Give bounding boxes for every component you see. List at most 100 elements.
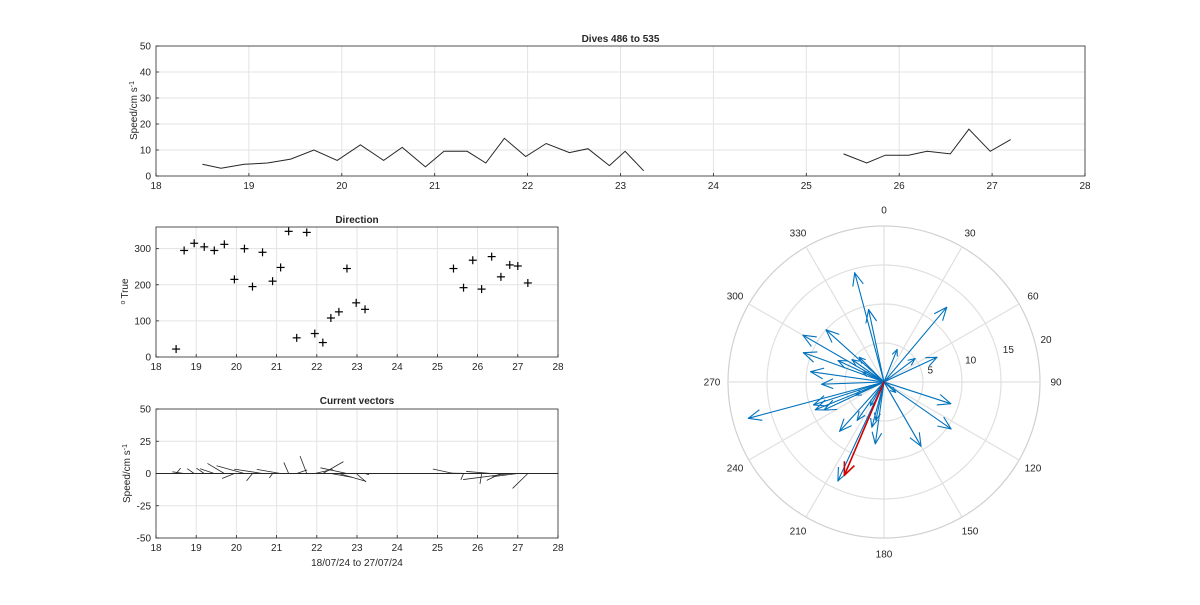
compass-vector-shaft	[851, 359, 885, 383]
compass-vector-head	[747, 409, 763, 421]
vectors-stick	[172, 471, 185, 474]
compass-vector-shaft	[883, 348, 898, 383]
vectors-stick	[299, 455, 308, 474]
vectors-xtick-label: 24	[392, 543, 404, 554]
compass-vector	[825, 329, 885, 383]
compass-vector	[839, 381, 885, 432]
direction-point	[496, 272, 505, 281]
compass-vector	[810, 367, 885, 383]
compass-mean-vector-head	[843, 461, 855, 477]
compass-spoke	[805, 246, 885, 383]
compass-vector-shaft	[883, 357, 916, 383]
compass-angle-label: 0	[881, 206, 887, 217]
compass-vector-shaft	[883, 306, 948, 383]
vectors-ytick-label: -50	[137, 534, 152, 545]
speed-xtick-label: 25	[801, 181, 813, 192]
compass-axes: 0 30 60 90 120 150 180 210 240 270 300 330 5 10 15 20	[704, 206, 1062, 561]
compass-vector-head	[821, 378, 834, 390]
speed-ytick-label: 50	[140, 42, 152, 53]
compass-angle-label: 210	[790, 526, 807, 537]
compass-vector-head	[839, 418, 852, 432]
direction-ylabel-text: True	[120, 278, 131, 299]
direction-point	[342, 264, 351, 273]
compass-vector-head	[936, 394, 952, 406]
speed-ytick-label: 0	[145, 172, 151, 183]
vectors-stick	[432, 468, 454, 474]
direction-point	[505, 260, 514, 269]
compass-vector-shaft	[883, 356, 938, 383]
compass-vector-head	[856, 411, 866, 421]
compass-angle-label: 330	[790, 229, 807, 240]
direction-xtick-label: 23	[351, 362, 363, 373]
vectors-title: Current vectors	[320, 396, 395, 407]
vectors-stick	[320, 467, 348, 474]
compass-vector	[883, 381, 922, 447]
direction-xtick-label: 27	[512, 362, 524, 373]
vectors-ytick-label: -25	[137, 501, 152, 512]
vectors-xtick-label: 26	[472, 543, 484, 554]
vectors-xtick-label: 22	[311, 543, 323, 554]
compass-vector	[802, 334, 885, 383]
vectors-xtick-label: 18	[150, 543, 162, 554]
direction-point	[268, 277, 277, 286]
speed-title: Dives 486 to 535	[582, 34, 660, 45]
direction-xtick-label: 22	[311, 362, 323, 373]
speed-xtick-label: 19	[243, 181, 255, 192]
vectors-stick	[256, 468, 281, 474]
speed-xtick-label: 24	[708, 181, 720, 192]
vectors-ytick-label: 0	[145, 469, 151, 480]
speed-xtick-label: 23	[615, 181, 627, 192]
compass-vector-head	[870, 417, 879, 428]
compass-vector-head	[825, 329, 840, 343]
vectors-xtick-label: 25	[432, 543, 444, 554]
speed-xtick-label: 22	[522, 181, 534, 192]
compass-vector	[823, 381, 885, 411]
compass-vector-head	[937, 416, 952, 430]
compass-vector	[802, 351, 885, 383]
compass-vector	[883, 306, 948, 383]
direction-axes: 18 19 20 21 22 23 24 25 26 27 28 0 100 200 300 Directi…	[120, 215, 564, 373]
direction-ytick-label: 200	[134, 280, 151, 291]
compass-angle-label: 150	[962, 526, 979, 537]
speed-ytick-label: 10	[140, 146, 152, 157]
compass-vector-shaft	[810, 371, 885, 383]
compass-vector-shaft	[802, 352, 885, 383]
direction-xtick-label: 21	[271, 362, 283, 373]
compass-vector-head	[852, 272, 864, 287]
direction-point	[310, 329, 319, 338]
compass-vector-head	[802, 334, 817, 347]
vectors-stick	[338, 473, 366, 482]
direction-point	[523, 278, 532, 287]
vectors-stick	[479, 473, 483, 484]
direction-point	[284, 227, 293, 236]
speed-ytick-label: 20	[140, 120, 152, 131]
compass-radial-label: 5	[927, 365, 933, 376]
vectors-ylabel-sup: -1	[122, 444, 129, 450]
direction-point	[513, 262, 522, 270]
compass-vector-shaft	[812, 381, 885, 406]
compass-vector-head	[837, 360, 849, 369]
compass-vector-shaft	[821, 381, 885, 385]
vectors-stick	[322, 461, 344, 474]
speed-ytick-label: 40	[140, 68, 152, 79]
vectors-stick	[460, 473, 464, 480]
vectors-stick	[186, 468, 195, 474]
vectors-stick	[221, 473, 235, 479]
speed-ylabel-text: Speed/cm s	[129, 87, 140, 140]
compass-vector	[812, 381, 885, 407]
direction-xtick-label: 28	[552, 362, 564, 373]
vectors-xtick-label: 27	[512, 543, 524, 554]
compass-spoke	[883, 303, 1020, 383]
compass-vector	[871, 381, 885, 445]
compass-vector-shaft	[825, 329, 885, 383]
compass-vector-shaft	[854, 272, 885, 383]
speed-series-line	[202, 137, 645, 172]
direction-point	[240, 244, 249, 253]
vectors-xtick-label: 19	[191, 543, 203, 554]
direction-point	[334, 307, 343, 316]
direction-point	[180, 246, 189, 255]
compass-vector	[883, 381, 952, 430]
compass-vector	[883, 357, 916, 383]
vectors-stick	[199, 468, 215, 474]
direction-point	[248, 282, 257, 291]
